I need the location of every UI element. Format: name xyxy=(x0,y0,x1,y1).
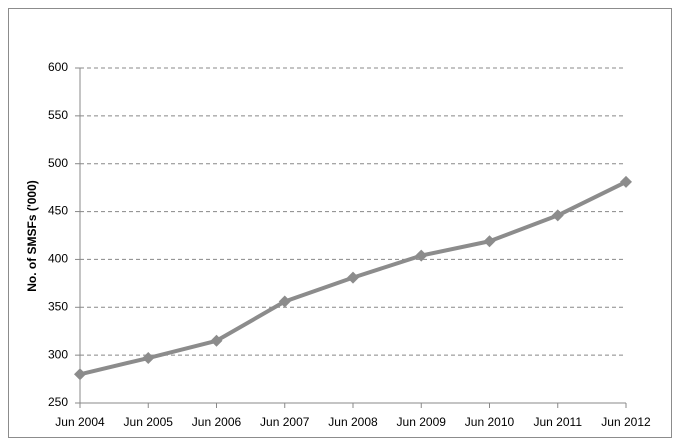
x-tick-label: Jun 2011 xyxy=(534,415,583,429)
y-tick-label: 250 xyxy=(48,395,68,409)
marker xyxy=(210,334,223,347)
x-tick-label: Jun 2006 xyxy=(192,415,242,429)
marker xyxy=(551,209,564,222)
y-tick-label: 600 xyxy=(48,60,68,74)
y-tick-label: 400 xyxy=(48,252,68,266)
y-tick-label: 350 xyxy=(48,299,68,313)
marker xyxy=(278,295,291,308)
x-tick-label: Jun 2005 xyxy=(124,415,174,429)
marker xyxy=(483,235,496,248)
x-tick-label: Jun 2007 xyxy=(260,415,310,429)
y-tick-label: 300 xyxy=(48,347,68,361)
y-tick-label: 500 xyxy=(48,156,68,170)
x-tick-label: Jun 2012 xyxy=(601,415,651,429)
x-tick-label: Jun 2010 xyxy=(465,415,515,429)
marker xyxy=(620,175,632,188)
x-tick-label: Jun 2009 xyxy=(397,415,447,429)
x-tick-label: Jun 2004 xyxy=(55,415,105,429)
marker xyxy=(415,249,428,262)
y-axis-title: No. of SMSFs ('000) xyxy=(25,180,39,292)
chart-border xyxy=(8,8,672,438)
y-tick-label: 450 xyxy=(48,204,68,218)
marker xyxy=(142,352,155,365)
marker xyxy=(74,368,86,381)
y-tick-label: 550 xyxy=(48,108,68,122)
x-tick-label: Jun 2008 xyxy=(328,415,378,429)
marker xyxy=(347,271,359,284)
